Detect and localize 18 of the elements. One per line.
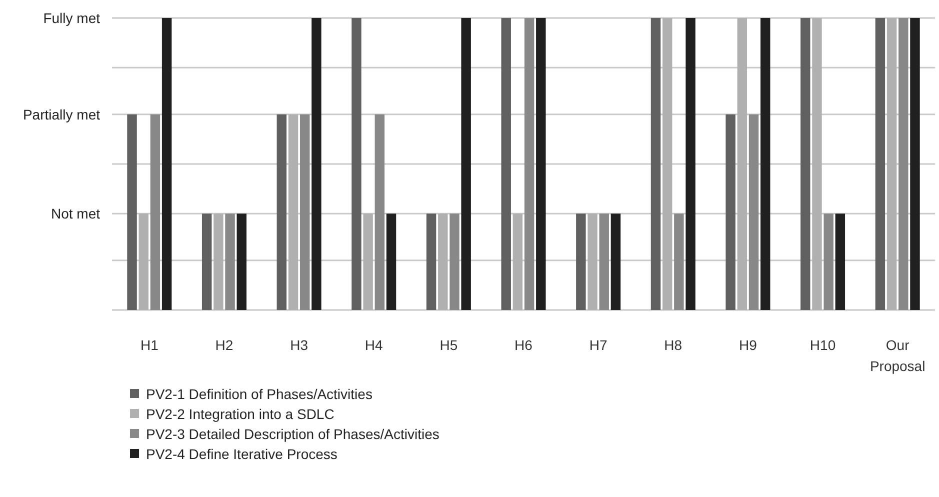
x-tick-label: H2 xyxy=(215,337,234,353)
x-tick-label: H10 xyxy=(810,337,836,353)
ref-line-label: Fully met xyxy=(43,10,100,26)
x-tick-label: H1 xyxy=(140,337,159,353)
legend-label: PV2-1 Definition of Phases/Activities xyxy=(146,386,372,402)
x-tick-label: H6 xyxy=(514,337,533,353)
x-tick-label: H8 xyxy=(664,337,682,353)
ref-line-label: Partially met xyxy=(22,106,100,122)
x-tick-label: Our Proposal xyxy=(870,337,926,374)
x-tick-label: H9 xyxy=(739,337,758,353)
ref-line-label: Not met xyxy=(50,206,100,222)
x-tick-label: H7 xyxy=(589,337,608,353)
x-tick-label: H5 xyxy=(440,337,458,353)
legend-label: PV2-3 Detailed Description of Phases/Activities xyxy=(146,426,440,442)
x-tick-label: H4 xyxy=(364,337,384,353)
legend-label: PV2-2 Integration into a SDLC xyxy=(146,406,334,422)
x-tick-label: H3 xyxy=(290,337,308,353)
legend-label: PV2-4 Define Iterative Process xyxy=(146,446,338,462)
